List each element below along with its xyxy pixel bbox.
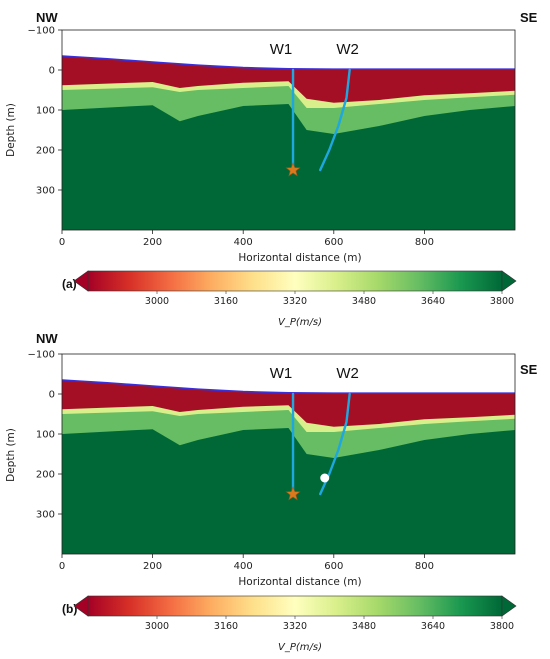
topography-line (62, 379, 515, 394)
x-axis-label: Horizontal distance (m) (238, 252, 361, 264)
colorbar-tick-label: 3800 (490, 296, 514, 307)
x-tick-label: 400 (234, 237, 253, 248)
colorbar-gradient (87, 270, 503, 292)
colorbar-tick-label: 3160 (214, 296, 238, 307)
colorbar-tick-label: 3480 (352, 296, 376, 307)
y-tick-label: −100 (28, 26, 55, 37)
colorbar-a: 3000 3160 3320 3480 3640 3800 (73, 270, 517, 307)
colorbar-tick-label: 3800 (490, 621, 514, 632)
colorbar-extend-max (501, 595, 517, 617)
x-tick-label: 200 (143, 561, 162, 572)
well-label-w2: W2 (336, 365, 359, 382)
x-tick-label: 200 (143, 237, 162, 248)
panel-b: NW SE W1 W2 0 200 400 600 800 −100 0 100 200 300 H… (5, 331, 538, 653)
colorbar-extend-max (501, 270, 517, 292)
x-tick-label: 400 (234, 561, 253, 572)
y-tick-label: 300 (36, 510, 55, 521)
panel-label: (a) (62, 277, 77, 291)
plot-area-b: W1 W2 (62, 365, 515, 554)
model-layers (62, 55, 515, 230)
corner-nw-label: NW (36, 10, 58, 25)
layer-low-velocity-zone (62, 56, 515, 103)
panel-label: (b) (62, 602, 77, 616)
colorbar-b: 3000 3160 3320 3480 3640 3800 (73, 595, 517, 632)
x-tick-label: 600 (324, 237, 343, 248)
receiver-point (320, 473, 330, 483)
axes-frame (61, 29, 516, 231)
axes-a: 0 200 400 600 800 −100 0 100 200 300 (28, 26, 516, 248)
corner-se-label: SE (520, 362, 538, 377)
y-tick-label: 0 (49, 390, 55, 401)
x-tick-label: 0 (59, 561, 65, 572)
x-tick-label: 600 (324, 561, 343, 572)
colorbar-tick-label: 3640 (421, 296, 445, 307)
model-layers (62, 379, 515, 554)
source-star-icon (285, 162, 301, 177)
colorbar-tick-label: 3000 (145, 296, 169, 307)
colorbar-tick-label: 3320 (283, 621, 307, 632)
y-tick-label: 0 (49, 66, 55, 77)
x-tick-label: 800 (415, 237, 434, 248)
x-axis-label: Horizontal distance (m) (238, 576, 361, 588)
well-label-w1: W1 (270, 41, 293, 58)
y-tick-label: 100 (36, 106, 55, 117)
colorbar-extend-min (73, 595, 89, 617)
plot-area-a: W1 W2 (62, 41, 515, 230)
source-star-icon (285, 486, 301, 501)
x-tick-label: 800 (415, 561, 434, 572)
axes-b: 0 200 400 600 800 −100 0 100 200 300 (28, 350, 516, 572)
y-axis-label: Depth (m) (5, 428, 17, 482)
axes-frame (61, 353, 516, 555)
colorbar-tick-label: 3160 (214, 621, 238, 632)
x-tick-label: 0 (59, 237, 65, 248)
panel-a: NW SE W1 W2 0 200 400 600 800 −100 0 100 200 300 H… (5, 10, 538, 328)
colorbar-tick-label: 3320 (283, 296, 307, 307)
y-tick-label: 100 (36, 430, 55, 441)
well-label-w2: W2 (336, 41, 359, 58)
y-tick-label: 300 (36, 186, 55, 197)
colorbar-tick-label: 3640 (421, 621, 445, 632)
y-tick-label: −100 (28, 350, 55, 361)
colorbar-extend-min (73, 270, 89, 292)
colorbar-tick-label: 3480 (352, 621, 376, 632)
well-path-w2 (319, 68, 351, 172)
topography-line (62, 55, 515, 70)
colorbar-tick-label: 3000 (145, 621, 169, 632)
colorbar-label: V_P(m/s) (278, 642, 322, 653)
y-tick-label: 200 (36, 146, 55, 157)
y-tick-label: 200 (36, 470, 55, 481)
colorbar-label: V_P(m/s) (278, 317, 322, 328)
layer-low-velocity-zone (62, 380, 515, 427)
colorbar-gradient (87, 595, 503, 617)
well-label-w1: W1 (270, 365, 293, 382)
y-axis-label: Depth (m) (5, 103, 17, 157)
corner-se-label: SE (520, 10, 538, 25)
corner-nw-label: NW (36, 331, 58, 346)
